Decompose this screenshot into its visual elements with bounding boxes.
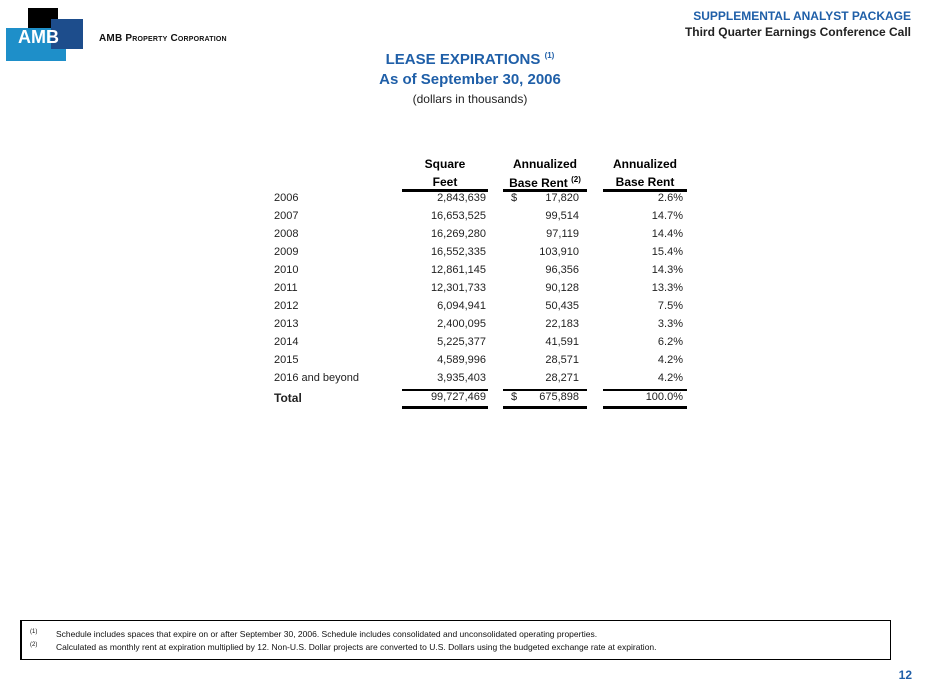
row-label: 2013 bbox=[274, 318, 299, 330]
base-rent-percent: 7.5% bbox=[657, 300, 683, 312]
column-header: Base Rent bbox=[593, 175, 697, 189]
base-rent-percent: 13.3% bbox=[651, 282, 683, 294]
base-rent-value: 17,820 bbox=[545, 192, 579, 204]
total-label: Total bbox=[274, 391, 302, 405]
page-title: LEASE EXPIRATIONS (1) bbox=[0, 51, 926, 68]
footnote-text: Schedule includes spaces that expire on … bbox=[56, 629, 598, 639]
footnote-mark: (2) bbox=[30, 642, 38, 648]
column-header: Annualized bbox=[512, 157, 577, 171]
base-rent-value: 22,183 bbox=[545, 318, 579, 330]
base-rent-value: 28,571 bbox=[545, 354, 579, 366]
total-rule bbox=[402, 389, 488, 391]
base-rent-percent: 4.2% bbox=[657, 354, 683, 366]
title-footnote-mark: (1) bbox=[544, 51, 555, 60]
square-feet-value: 16,653,525 bbox=[430, 210, 486, 222]
page-number: 12 bbox=[898, 668, 912, 682]
base-rent-value: 50,435 bbox=[545, 300, 579, 312]
as-of-date: As of September 30, 2006 bbox=[379, 71, 561, 88]
base-rent-value: 41,591 bbox=[545, 336, 579, 348]
square-feet-value: 2,400,095 bbox=[437, 318, 486, 330]
header-rule bbox=[402, 189, 488, 192]
row-label: 2011 bbox=[274, 282, 298, 294]
total-rule bbox=[603, 389, 687, 391]
square-feet-value: 12,301,733 bbox=[430, 282, 486, 294]
total-percent: 100.0% bbox=[645, 391, 683, 403]
square-feet-value: 4,589,996 bbox=[437, 354, 486, 366]
base-rent-percent: 15.4% bbox=[651, 246, 683, 258]
base-rent-percent: 4.2% bbox=[657, 372, 683, 384]
event-title: Third Quarter Earnings Conference Call bbox=[684, 25, 911, 39]
header-rule bbox=[603, 189, 687, 192]
row-label: 2009 bbox=[274, 246, 299, 258]
title-text: LEASE EXPIRATIONS bbox=[385, 51, 541, 68]
column-header-note: (2) bbox=[571, 175, 581, 184]
square-feet-value: 12,861,145 bbox=[430, 264, 486, 276]
footnotes-box: (1) Schedule includes spaces that expire… bbox=[20, 620, 891, 660]
row-label: 2007 bbox=[274, 210, 299, 222]
base-rent-percent: 6.2% bbox=[657, 336, 683, 348]
base-rent-percent: 14.7% bbox=[651, 210, 683, 222]
column-header: Square bbox=[424, 157, 466, 171]
logo-block-dark-blue bbox=[51, 19, 83, 49]
total-double-rule bbox=[603, 406, 687, 409]
square-feet-value: 6,094,941 bbox=[437, 300, 486, 312]
total-rule bbox=[503, 389, 587, 391]
base-rent-value: 99,514 bbox=[545, 210, 579, 222]
units-note: (dollars in thousands) bbox=[412, 92, 528, 106]
column-header: Annualized bbox=[612, 157, 677, 171]
column-header-text: Base Rent bbox=[615, 175, 675, 189]
base-rent-percent: 14.4% bbox=[651, 228, 683, 240]
total-base-rent: 675,898 bbox=[539, 391, 579, 403]
header-rule bbox=[503, 189, 587, 192]
footnote-text: Calculated as monthly rent at expiration… bbox=[56, 642, 657, 652]
square-feet-value: 2,843,639 bbox=[437, 192, 486, 204]
total-double-rule bbox=[402, 406, 488, 409]
row-label: 2008 bbox=[274, 228, 299, 240]
base-rent-percent: 2.6% bbox=[657, 192, 683, 204]
row-label: 2016 and beyond bbox=[274, 372, 360, 384]
base-rent-percent: 3.3% bbox=[657, 318, 683, 330]
base-rent-value: 97,119 bbox=[546, 228, 579, 240]
currency-symbol: $ bbox=[511, 391, 518, 403]
square-feet-value: 16,552,335 bbox=[430, 246, 486, 258]
column-header: Feet bbox=[392, 175, 498, 189]
base-rent-value: 96,356 bbox=[545, 264, 579, 276]
square-feet-value: 16,269,280 bbox=[430, 228, 486, 240]
base-rent-percent: 14.3% bbox=[651, 264, 683, 276]
base-rent-value: 28,271 bbox=[545, 372, 579, 384]
company-name: AMB Property Corporation bbox=[99, 33, 227, 44]
column-header: Base Rent (2) bbox=[493, 175, 597, 190]
row-label: 2014 bbox=[274, 336, 299, 348]
package-title: SUPPLEMENTAL ANALYST PACKAGE bbox=[693, 9, 911, 23]
logo-text: AMB bbox=[18, 27, 59, 47]
row-label: 2006 bbox=[274, 192, 299, 204]
row-label: 2012 bbox=[274, 300, 299, 312]
column-header-text: Base Rent bbox=[509, 176, 568, 190]
base-rent-value: 103,910 bbox=[539, 246, 579, 258]
logo-block-black bbox=[28, 8, 58, 28]
square-feet-value: 5,225,377 bbox=[437, 336, 486, 348]
row-label: 2010 bbox=[274, 264, 299, 276]
square-feet-value: 3,935,403 bbox=[437, 372, 486, 384]
column-header-text: Feet bbox=[432, 175, 458, 189]
base-rent-value: 90,128 bbox=[545, 282, 579, 294]
total-double-rule bbox=[503, 406, 587, 409]
footnote-mark: (1) bbox=[30, 629, 38, 635]
total-square-feet: 99,727,469 bbox=[430, 391, 486, 403]
currency-symbol: $ bbox=[511, 192, 518, 204]
row-label: 2015 bbox=[274, 354, 299, 366]
